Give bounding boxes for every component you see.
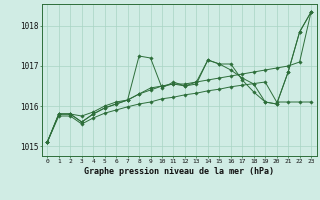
X-axis label: Graphe pression niveau de la mer (hPa): Graphe pression niveau de la mer (hPa) [84,167,274,176]
